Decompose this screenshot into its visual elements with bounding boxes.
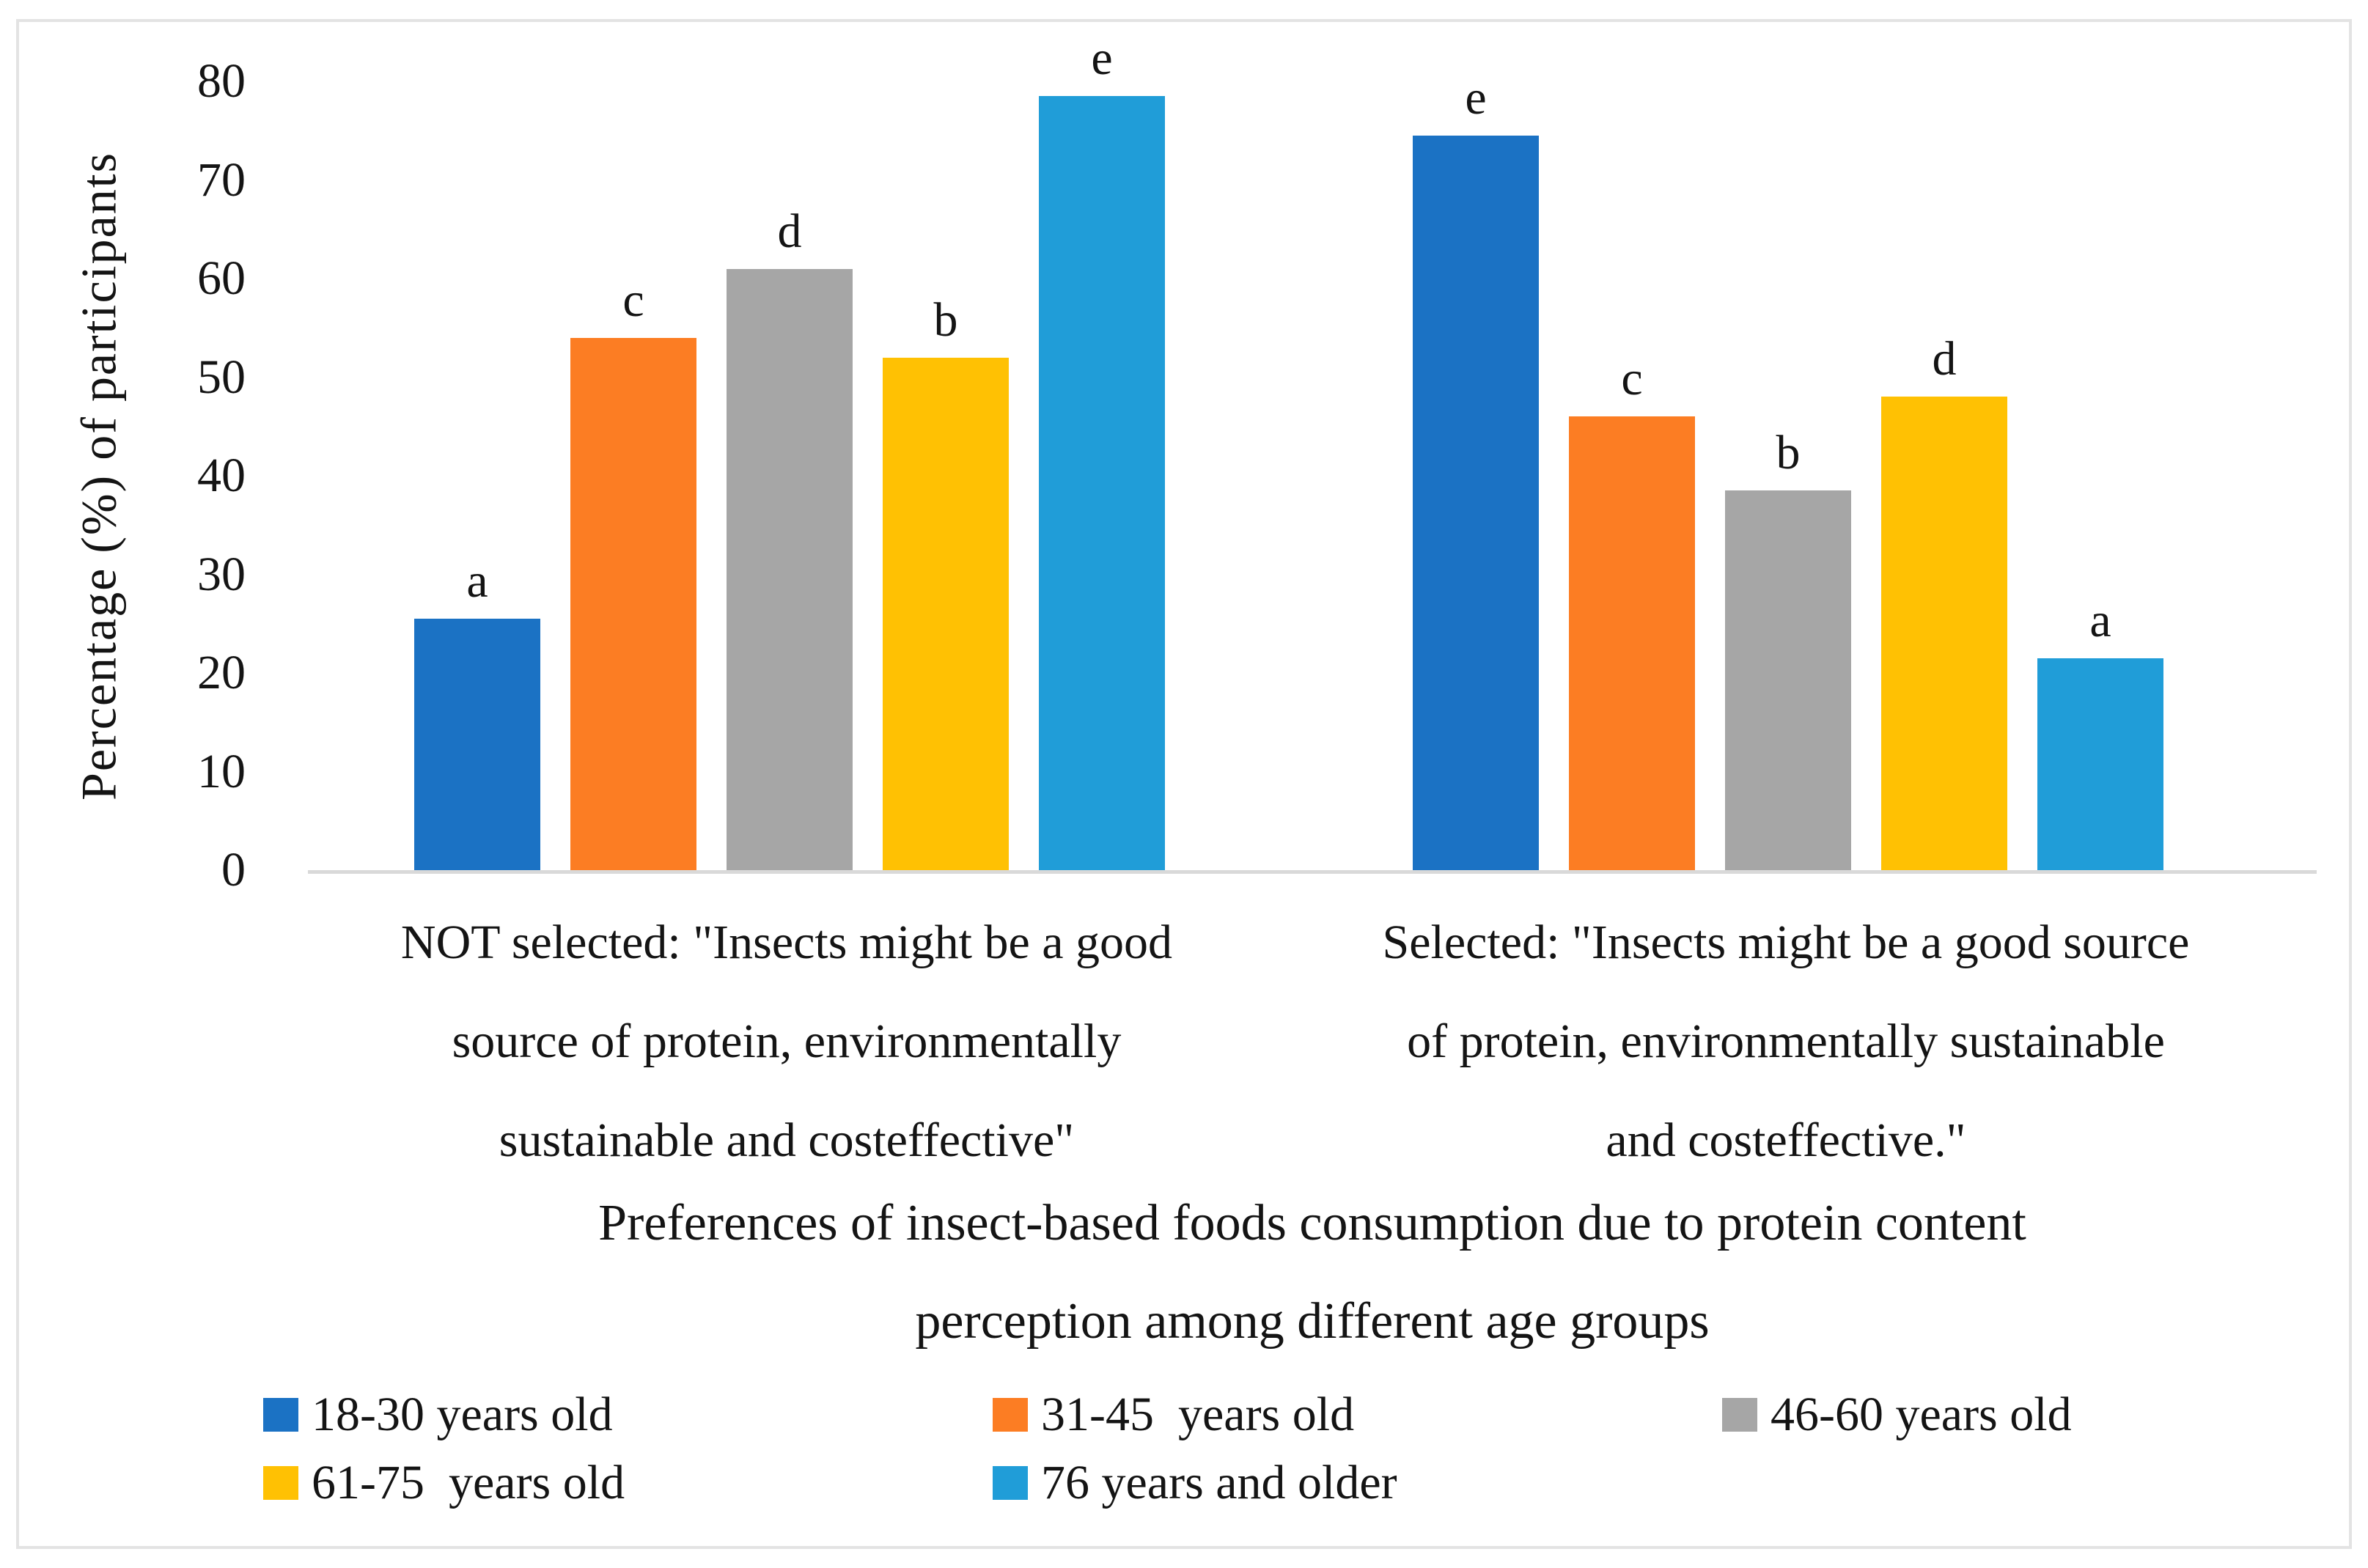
legend-marker (263, 1466, 298, 1500)
legend-label: 61-75 years old (312, 1456, 625, 1509)
legend-label: 31-45 years old (1041, 1388, 1355, 1441)
legend-item: 46-60 years old (1722, 1387, 2072, 1443)
category-label-not-selected: NOT selected: "Insects might be a good s… (400, 916, 1173, 1167)
bar (1413, 135, 1539, 870)
legend-item: 76 years and older (993, 1455, 1397, 1511)
legend-item: 61-75 years old (263, 1455, 625, 1511)
bar-significance-letter: b (1776, 426, 1801, 480)
bar (570, 337, 696, 870)
y-tick-label: 60 (197, 251, 246, 305)
bar (727, 268, 853, 870)
bar (883, 357, 1009, 870)
legend-label: 76 years and older (1041, 1456, 1397, 1509)
legend-marker (263, 1398, 298, 1432)
bar-significance-letter: d (777, 204, 802, 258)
legend-label: 46-60 years old (1771, 1388, 2072, 1441)
y-tick-label: 40 (197, 449, 246, 502)
y-tick-label: 30 (197, 547, 246, 601)
bar-significance-letter: a (466, 554, 488, 608)
bar (414, 619, 540, 870)
bar-significance-letter: a (2089, 593, 2111, 647)
bar (1881, 397, 2007, 870)
chart-frame (16, 19, 2352, 1549)
legend-item: 18-30 years old (263, 1387, 613, 1443)
bar-significance-letter: b (933, 292, 958, 347)
bar-significance-letter: c (1621, 352, 1643, 406)
y-tick-label: 0 (221, 843, 246, 897)
y-tick-label: 50 (197, 350, 246, 404)
bar (2037, 658, 2163, 870)
legend-marker (1722, 1398, 1757, 1432)
bar (1569, 416, 1695, 870)
y-tick-label: 80 (197, 54, 246, 108)
chart-title: Preferences of insect-based foods consum… (598, 1195, 2026, 1350)
bar-significance-letter: c (622, 273, 644, 327)
plot-area: a c d b e e c b d a (308, 33, 2317, 874)
bar-significance-letter: e (1465, 70, 1487, 125)
legend-marker (993, 1466, 1028, 1500)
legend-item: 31-45 years old (993, 1387, 1354, 1443)
bar (1039, 96, 1165, 870)
y-tick-label: 10 (197, 744, 246, 798)
legend-label: 18-30 years old (312, 1388, 613, 1441)
bar-significance-letter: d (1932, 332, 1957, 386)
legend-marker (993, 1398, 1028, 1432)
y-tick-label: 70 (197, 152, 246, 207)
bar-significance-letter: e (1091, 32, 1113, 86)
bar (1725, 490, 1851, 870)
category-label-selected: Selected: "Insects might be a good sourc… (1382, 916, 2190, 1167)
y-tick-label: 20 (197, 646, 246, 699)
